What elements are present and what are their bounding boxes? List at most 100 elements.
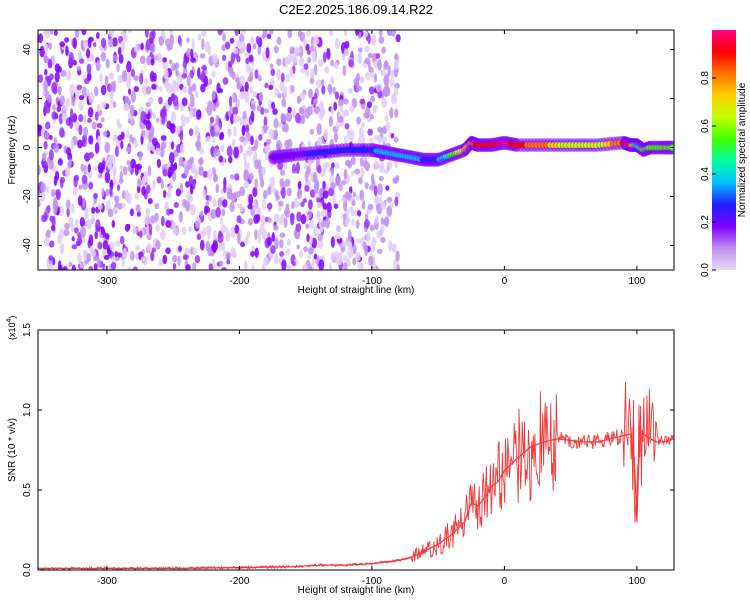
spectrogram-noise-cell [285,73,290,83]
spectrogram-noise-cell [94,111,99,121]
spectrogram-noise-cell [265,152,269,161]
spectrogram-noise-cell [266,236,272,247]
spectrogram-noise-cell [380,217,385,225]
spectrogram-noise-cell [220,144,224,151]
spectrogram-noise-cell [74,30,80,39]
spectrogram-noise-cell [72,59,77,66]
spectrogram-noise-cell [97,173,103,179]
spectrogram-noise-cell [93,192,98,200]
spectrogram-noise-cell [208,78,213,86]
spectrogram-noise-cell [159,229,166,240]
spectrogram-noise-cell [309,128,315,135]
spectrogram-noise-cell [227,60,233,68]
spectrogram-noise-cell [233,126,237,137]
spectrogram-noise-cell [154,202,160,210]
spectrogram-noise-cell [315,79,322,89]
spectrogram-noise-cell [212,53,219,64]
spectrogram-noise-cell [191,83,197,92]
spectrogram-noise-cell [101,101,107,109]
spectrogram-noise-cell [93,263,98,270]
spectrogram-noise-cell [364,72,371,80]
spectrogram-noise-cell [43,211,48,222]
spectrogram-noise-cell [303,246,309,252]
spectrogram-noise-cell [284,56,289,69]
spectrogram-noise-cell [359,189,365,201]
spectrogram-noise-cell [335,224,342,233]
spectrogram-x-axis-label: Height of straight line (km) [298,285,415,296]
spectrogram-noise-cell [386,205,393,217]
spectrogram-noise-cell [275,139,282,151]
spectrogram-noise-cell [95,60,101,72]
spectrogram-noise-cell [305,43,310,52]
spectrogram-noise-cell [347,240,352,249]
spectrogram-noise-cell [72,113,78,123]
spectrogram-noise-cell [334,161,340,169]
spectrogram-noise-cell [278,205,282,212]
spectrogram-noise-cell [50,224,56,231]
spectrogram-noise-cell [140,42,144,51]
spectrogram-noise-cell [296,244,300,250]
spectrogram-noise-cell [348,58,354,68]
spectrogram-noise-cell [342,261,348,270]
spectrogram-noise-cell [343,134,348,145]
spectrogram-noise-cell [195,109,202,120]
spectrogram-noise-cell [109,241,115,251]
spectrogram-noise-cell [199,239,205,251]
spectrogram-noise-cell [268,128,275,139]
spectrogram-noise-cell [389,107,394,119]
spectrogram-noise-cell [273,224,279,231]
spectrogram-noise-cell [237,203,244,209]
spectrogram-noise-cell [250,110,255,122]
spectrogram-noise-cell [100,226,105,236]
spectrogram-noise-cell [286,264,292,270]
spectrogram-noise-cell [74,88,80,100]
spectrogram-noise-cell [310,45,314,52]
spectrogram-noise-cell [308,88,314,99]
spectrogram-noise-cell [369,113,375,120]
spectrogram-y-axis-label: Frequency (Hz) [7,116,18,185]
spectrogram-noise-cell [264,82,269,89]
spectrogram-noise-cell [59,179,64,189]
spectrogram-noise-cell [396,263,400,270]
spectrogram-noise-cell [76,237,83,245]
spectrogram-noise-cell [362,31,369,38]
spectrogram-noise-cell [90,250,97,257]
spectrogram-noise-cell [151,83,157,90]
spectrogram-noise-cell [219,216,224,226]
spectrogram-noise-cell [194,140,201,148]
spectrogram-noise-cell [367,61,371,69]
spectrogram-noise-cell [205,194,210,201]
spectrogram-noise-cell [167,185,172,193]
spectrogram-noise-cell [324,161,330,168]
x-tick-label: -200 [229,276,249,287]
spectrogram-noise-cell [79,217,85,227]
snr-panel: -300 -200 -100 0 100 0.0 0.5 1.0 1.5 Height of … [6,316,675,596]
spectrogram-noise-cell [117,46,122,56]
spectrogram-noise-cell [77,252,82,265]
spectrogram-noise-cell [254,178,258,189]
spectrogram-noise-cell [93,165,98,172]
spectrogram-noise-cell [156,158,162,169]
spectrogram-noise-cell [186,37,190,43]
spectrogram-noise-cell [388,30,393,37]
spectrogram-noise-cell [395,34,401,43]
spectrogram-noise-cell [267,216,272,223]
spectrogram-noise-cell [127,266,133,270]
spectrogram-noise-cell [172,79,177,89]
spectrogram-noise-cell [236,98,241,109]
spectrogram-noise-cell [322,202,328,211]
spectrogram-noise-cell [155,117,160,123]
spectrogram-noise-cell [78,101,84,111]
spectrogram-noise-cell [105,58,110,69]
spectrogram-noise-cell [202,188,207,198]
spectrogram-noise-cell [169,180,173,188]
spectrogram-noise-cell [253,91,257,98]
spectrogram-noise-cell [257,74,262,82]
spectrogram-noise-cell [149,42,156,53]
spectrogram-noise-cell [220,131,225,140]
spectrogram-noise-cell [357,32,362,40]
spectrogram-noise-cell [72,186,78,196]
spectrogram-noise-cell [172,95,179,107]
snr-y-multiplier-exponent: 4 [6,318,13,322]
spectrogram-noise-cell [166,208,171,216]
